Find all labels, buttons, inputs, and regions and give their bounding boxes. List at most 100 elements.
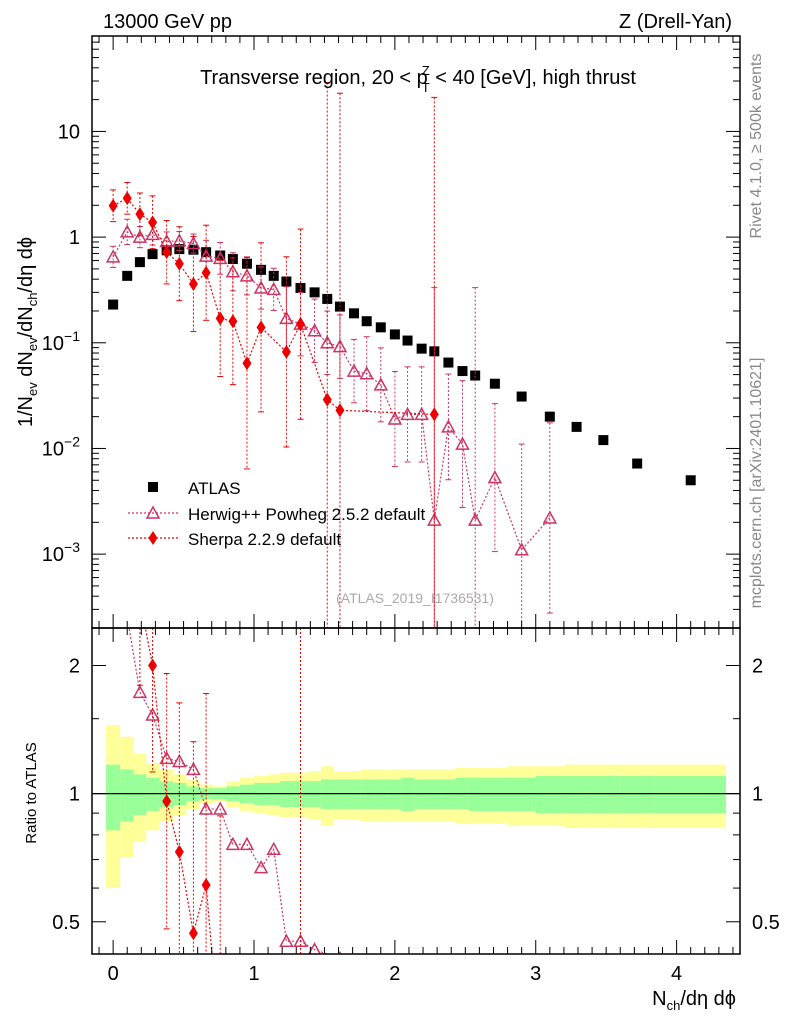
ylabel-part-6: /dη dϕ [15,237,37,293]
ratio-y-tick-label-right: 0.5 [752,912,780,934]
herwig-point [239,268,255,282]
main-y-tick-base: 1 [69,227,80,249]
x-tick-label: 2 [389,963,400,985]
main-y-tick-base: 10 [58,121,80,143]
ratio-inner-band-segment [120,769,134,822]
ratio-sherpa-point [201,878,211,893]
ylabel-part-3: ev [25,337,40,351]
ratio-herwig-point [172,753,187,768]
atlas-point [402,335,413,346]
mcplots-url-text: mcplots.cern.ch [arXiv:2401.10621] [748,358,765,609]
herwig-point [253,280,269,294]
atlas-point [375,322,386,333]
ratio-sherpa-point [135,593,144,607]
herwig-point [467,512,483,526]
ratio-y-tick-label-right: 1 [752,784,763,806]
atlas-point [268,270,279,281]
ratio-sherpa-point [188,926,198,941]
ratio-inner-band-segment [146,777,160,812]
sherpa-point [174,256,184,271]
herwig-point [225,264,241,278]
ratio-inner-band-segment [507,777,536,812]
atlas-point [349,308,360,319]
sherpa-point [295,317,305,332]
ratio-plot-frame [91,627,741,955]
sherpa-point [188,276,198,291]
main-y-tick-exponent: −3 [64,539,80,555]
ratio-sherpa-point [109,389,118,403]
herwig-point [441,419,456,433]
atlas-point [201,247,212,258]
ratio-panel: 0.5 0.5 1 1 2 2 0 1 2 3 4 [52,389,780,985]
herwig-point [346,363,362,377]
sherpa-point [429,407,439,422]
atlas-point [685,475,696,486]
atlas-point [241,258,252,269]
atlas-point [632,458,643,469]
xlabel-part-0: N [652,988,666,1010]
title-part-2: T [422,80,430,95]
legend-label-atlas: ATLAS [188,479,241,498]
main-y-tick-exponent: −1 [64,328,80,344]
ylabel-part-0: 1/N [15,396,37,427]
legend-marker-herwig [145,505,161,519]
ratio-inner-band-segment [485,777,508,812]
sherpa-point [135,207,145,222]
herwig-point [172,233,187,247]
ratio-herwig-point [253,860,269,874]
main-y-tick-exponent: −2 [64,433,80,449]
ratio-sherpa-point [123,475,132,489]
herwig-point [212,250,228,265]
ratio-herwig-point [293,933,308,947]
herwig-point [359,366,374,380]
ratio-inner-band-segment [563,776,590,814]
legend-label-herwig: Herwig++ Powheg 2.5.2 default [188,505,425,524]
ratio-herwig-point [239,836,255,851]
legend-markers [128,482,178,545]
ratio-sherpa-point [296,956,305,970]
herwig-point [105,249,121,263]
ratio-sherpa-point [148,658,158,673]
ratio-inner-band-segment [401,777,415,812]
sherpa-point [201,265,211,280]
herwig-point [455,436,470,450]
herwig-point [145,226,160,241]
main-series-layer [105,82,696,629]
x-tick-label: 4 [671,963,682,985]
sherpa-point [242,356,252,371]
atlas-point [122,270,133,281]
atlas-point [134,257,145,268]
atlas-point [416,343,427,354]
herwig-point [266,281,281,296]
x-tick-label: 1 [248,963,259,985]
main-y-tick-label: 10 [58,121,80,143]
ratio-herwig-point [279,933,294,947]
ratio-y-axis-label: Ratio to ATLAS [23,742,40,843]
herwig-point [514,542,529,556]
atlas-point [108,299,119,310]
x-axis-label: Nch/dη dϕ [652,988,736,1013]
ratio-herwig-point [132,684,148,699]
sherpa-point [148,215,158,230]
herwig-point [387,411,403,425]
atlas-point [489,378,500,389]
main-y-tick-base: 10 [42,544,64,566]
ratio-herwig-point [225,836,241,851]
title-part-0: Transverse region, 20 < p [200,67,428,89]
atlas-point [571,421,582,432]
atlas-point [598,435,609,446]
ratio-herwig-point [266,841,281,856]
atlas-point [147,249,158,260]
herwig-point [487,470,503,484]
main-y-tick-label: 10−3 [42,539,80,566]
ylabel-part-1: ev [25,382,40,396]
ratio-sherpa-point [162,794,172,809]
ratio-inner-band-segment [654,776,726,814]
sherpa-point [122,191,132,206]
rivet-version-text: Rivet 4.1.0, ≥ 500k events [748,54,765,239]
x-tick-label: 0 [108,963,119,985]
atlas-point [256,264,267,275]
atlas-point [457,366,468,377]
xlabel-part-2: /dη dϕ [680,988,736,1010]
ylabel-part-4: /dN [15,306,37,337]
